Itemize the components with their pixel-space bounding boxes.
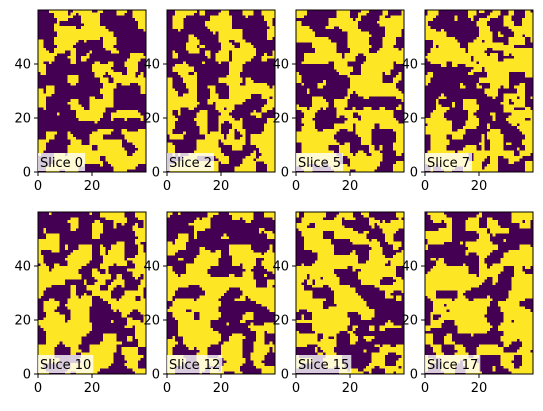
x-tick-label: 0: [421, 179, 429, 194]
heatmap-cells: [425, 10, 534, 173]
y-tick-label: 0: [152, 166, 160, 181]
panel-15: 0 20 0 20 40 Slice 15: [272, 211, 405, 396]
y-tick-label: 20: [14, 314, 31, 329]
y-tick-label: 20: [401, 112, 418, 127]
y-tick-label: 40: [14, 260, 31, 275]
x-tick-label: 20: [84, 179, 101, 194]
slice-label-background: [167, 153, 215, 171]
slice-label: Slice 5: [298, 156, 341, 171]
x-tick-label: 0: [163, 179, 171, 194]
y-tick-label: 20: [143, 314, 160, 329]
x-tick-label: 0: [34, 381, 42, 396]
heatmap-cells: [296, 10, 405, 173]
x-tick-label: 20: [471, 381, 488, 396]
y-tick-label: 0: [281, 166, 289, 181]
slice-label-background: [38, 153, 86, 171]
slice-label: Slice 0: [40, 156, 83, 171]
panel-2: 0 20 0 20 40 Slice 2: [143, 9, 276, 194]
x-tick-label: 20: [213, 179, 230, 194]
heatmap-cells: [38, 10, 147, 173]
x-tick-label: 20: [342, 179, 359, 194]
slice-label: Slice 15: [298, 358, 349, 373]
y-tick-label: 0: [410, 368, 418, 383]
y-tick-label: 20: [272, 112, 289, 127]
heatmap-cells: [296, 212, 405, 375]
y-tick-label: 40: [272, 58, 289, 73]
slice-label-background: [425, 355, 481, 373]
x-tick-label: 0: [292, 381, 300, 396]
x-tick-label: 0: [34, 179, 42, 194]
heatmap-cells: [425, 212, 534, 375]
y-tick-label: 0: [281, 368, 289, 383]
slice-label: Slice 12: [169, 358, 220, 373]
y-tick-label: 20: [272, 314, 289, 329]
y-tick-label: 0: [23, 368, 31, 383]
panel-7: 0 20 0 20 40 Slice 7: [401, 9, 534, 194]
panel-5: 0 20 0 20 40 Slice 5: [272, 9, 405, 194]
x-tick-label: 20: [471, 179, 488, 194]
y-tick-label: 40: [143, 260, 160, 275]
y-tick-label: 40: [401, 58, 418, 73]
slice-label-background: [296, 355, 352, 373]
heatmap-cells: [167, 10, 276, 173]
panel-12: 0 20 0 20 40 Slice 12: [143, 211, 276, 396]
slice-label-background: [167, 355, 223, 373]
y-tick-label: 40: [143, 58, 160, 73]
panel-17: 0 20 0 20 40 Slice 17: [401, 211, 534, 396]
slice-label-background: [425, 153, 473, 171]
y-tick-label: 40: [14, 58, 31, 73]
y-tick-label: 20: [14, 112, 31, 127]
y-tick-label: 20: [401, 314, 418, 329]
slice-label: Slice 10: [40, 358, 91, 373]
x-tick-label: 0: [421, 381, 429, 396]
y-tick-label: 0: [152, 368, 160, 383]
slice-label: Slice 2: [169, 156, 212, 171]
panel-10: 0 20 0 20 40 Slice 10: [14, 211, 147, 396]
x-tick-label: 0: [163, 381, 171, 396]
slice-label-background: [296, 153, 344, 171]
y-tick-label: 0: [410, 166, 418, 181]
x-tick-label: 0: [292, 179, 300, 194]
slice-label: Slice 7: [427, 156, 470, 171]
x-tick-label: 20: [213, 381, 230, 396]
x-tick-label: 20: [84, 381, 101, 396]
slice-label-background: [38, 355, 94, 373]
y-tick-label: 40: [272, 260, 289, 275]
y-tick-label: 20: [143, 112, 160, 127]
heatmap-cells: [167, 212, 276, 375]
slice-label: Slice 17: [427, 358, 478, 373]
heatmap-cells: [38, 212, 147, 375]
x-tick-label: 20: [342, 381, 359, 396]
y-tick-label: 0: [23, 166, 31, 181]
y-tick-label: 40: [401, 260, 418, 275]
panel-0: 0 20 0 20 40 Slice 0: [14, 9, 147, 194]
